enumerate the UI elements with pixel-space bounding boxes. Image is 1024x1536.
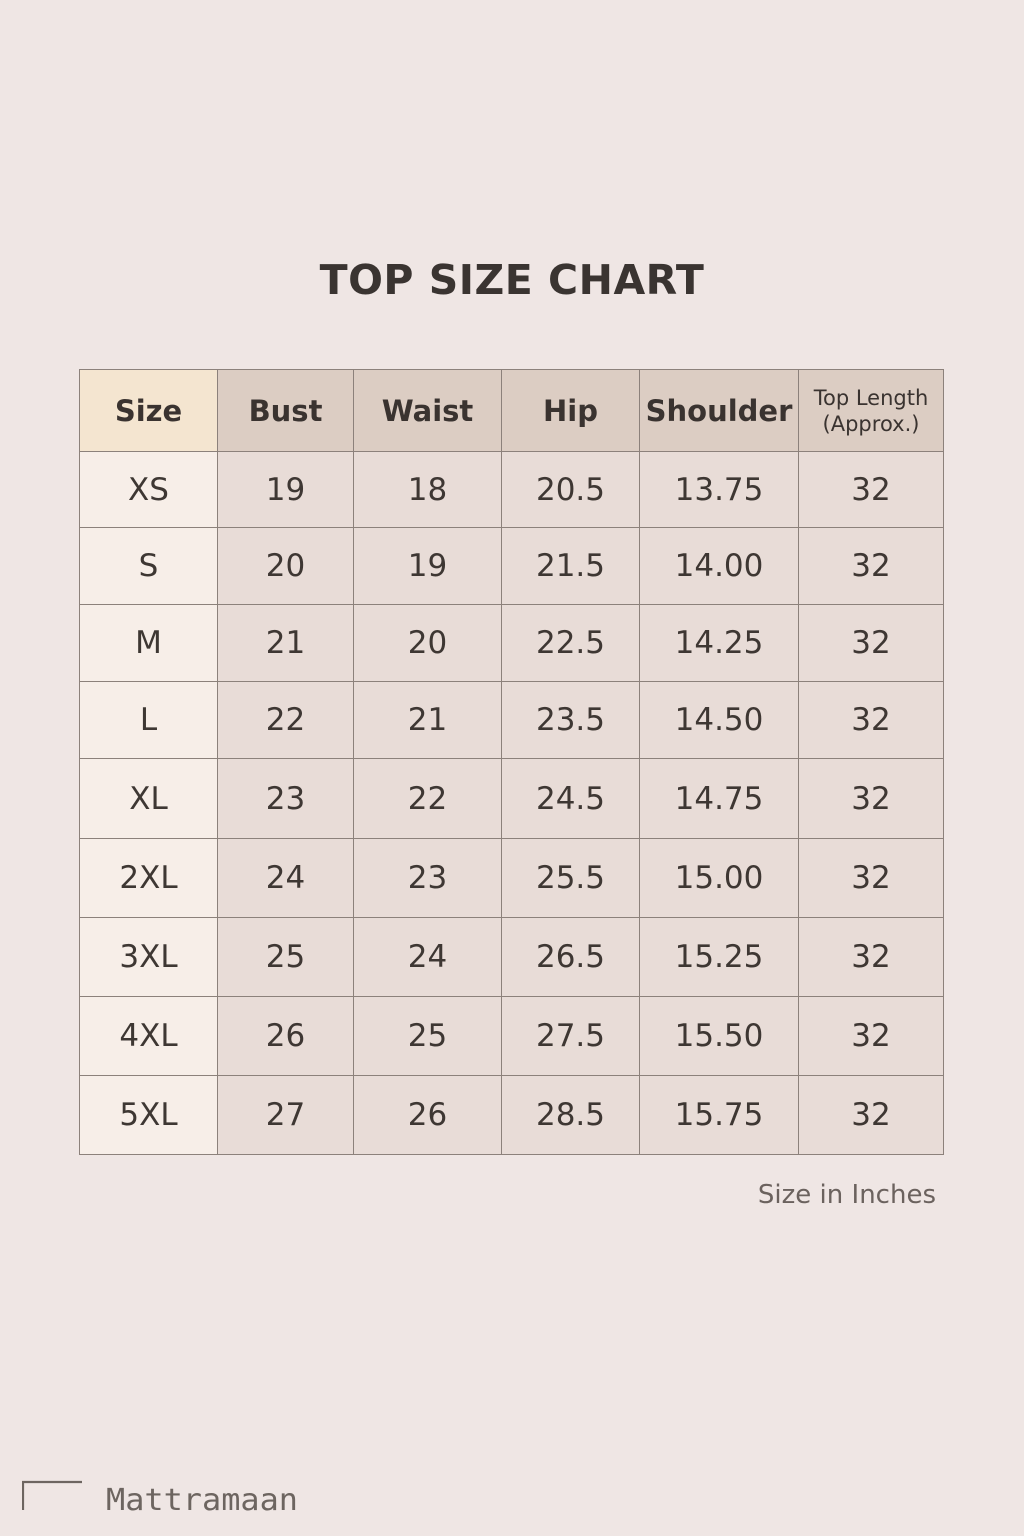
measurement-cell: 22 xyxy=(217,681,354,759)
table-row: XS 19 18 20.5 13.75 32 xyxy=(79,451,944,528)
measurement-cell: 28.5 xyxy=(501,1075,640,1155)
measurement-cell: 25.5 xyxy=(501,838,640,918)
brand-logo: Mattramaan xyxy=(22,1480,298,1514)
measurement-cell: 24.5 xyxy=(501,758,640,839)
measurement-cell: 27 xyxy=(217,1075,354,1155)
table-row: L 22 21 23.5 14.50 32 xyxy=(79,681,944,759)
measurement-cell: 15.50 xyxy=(639,996,799,1076)
measurement-cell: 14.75 xyxy=(639,758,799,839)
measurement-cell: 32 xyxy=(798,527,944,605)
measurement-cell: 32 xyxy=(798,758,944,839)
header-size: Size xyxy=(79,369,218,452)
size-cell: 2XL xyxy=(79,838,218,918)
measurement-cell: 21.5 xyxy=(501,527,640,605)
header-row: Size Bust Waist Hip Shoulder Top Length(… xyxy=(79,369,944,452)
measurement-cell: 15.75 xyxy=(639,1075,799,1155)
measurement-cell: 25 xyxy=(353,996,502,1076)
measurement-cell: 26 xyxy=(217,996,354,1076)
table-row: XL 23 22 24.5 14.75 32 xyxy=(79,758,944,839)
measurement-cell: 23 xyxy=(217,758,354,839)
size-cell: XL xyxy=(79,758,218,839)
size-cell: L xyxy=(79,681,218,759)
header-top-length: Top Length (Approx.) xyxy=(798,369,944,452)
size-table: Size Bust Waist Hip Shoulder Top Length(… xyxy=(79,369,944,1155)
header-top-length-line1: Top Length xyxy=(813,385,929,410)
measurement-cell: 20 xyxy=(353,604,502,682)
measurement-cell: 32 xyxy=(798,917,944,997)
measurement-cell: 14.25 xyxy=(639,604,799,682)
size-cell: S xyxy=(79,527,218,605)
measurement-cell: 21 xyxy=(353,681,502,759)
measurement-cell: 23.5 xyxy=(501,681,640,759)
table-row: 2XL 24 23 25.5 15.00 32 xyxy=(79,838,944,918)
size-cell: 3XL xyxy=(79,917,218,997)
measurement-cell: 32 xyxy=(798,996,944,1076)
measurement-cell: 13.75 xyxy=(639,451,799,528)
measurement-cell: 24 xyxy=(217,838,354,918)
header-shoulder: Shoulder xyxy=(639,369,799,452)
logo-line-icon xyxy=(22,1480,82,1510)
table-row: M 21 20 22.5 14.25 32 xyxy=(79,604,944,682)
table-row: 5XL 27 26 28.5 15.75 32 xyxy=(79,1075,944,1155)
measurement-cell: 20 xyxy=(217,527,354,605)
header-hip: Hip xyxy=(501,369,640,452)
measurement-cell: 32 xyxy=(798,604,944,682)
measurement-cell: 26.5 xyxy=(501,917,640,997)
measurement-cell: 32 xyxy=(798,1075,944,1155)
measurement-cell: 32 xyxy=(798,838,944,918)
measurement-cell: 25 xyxy=(217,917,354,997)
measurement-cell: 32 xyxy=(798,681,944,759)
measurement-cell: 19 xyxy=(353,527,502,605)
measurement-cell: 22.5 xyxy=(501,604,640,682)
header-waist: Waist xyxy=(353,369,502,452)
measurement-cell: 32 xyxy=(798,451,944,528)
unit-note: Size in Inches xyxy=(757,1180,936,1210)
measurement-cell: 21 xyxy=(217,604,354,682)
measurement-cell: 23 xyxy=(353,838,502,918)
measurement-cell: 19 xyxy=(217,451,354,528)
measurement-cell: 18 xyxy=(353,451,502,528)
measurement-cell: 20.5 xyxy=(501,451,640,528)
measurement-cell: 27.5 xyxy=(501,996,640,1076)
table-row: 4XL 26 25 27.5 15.50 32 xyxy=(79,996,944,1076)
table-row: S 20 19 21.5 14.00 32 xyxy=(79,527,944,605)
size-cell: XS xyxy=(79,451,218,528)
header-top-length-line2: (Approx.) xyxy=(822,411,920,436)
measurement-cell: 22 xyxy=(353,758,502,839)
measurement-cell: 15.00 xyxy=(639,838,799,918)
header-bust: Bust xyxy=(217,369,354,452)
chart-title: TOP SIZE CHART xyxy=(319,256,705,304)
measurement-cell: 14.50 xyxy=(639,681,799,759)
measurement-cell: 15.25 xyxy=(639,917,799,997)
brand-name: Mattramaan xyxy=(106,1483,298,1514)
measurement-cell: 24 xyxy=(353,917,502,997)
size-cell: 5XL xyxy=(79,1075,218,1155)
measurement-cell: 26 xyxy=(353,1075,502,1155)
size-cell: M xyxy=(79,604,218,682)
size-cell: 4XL xyxy=(79,996,218,1076)
measurement-cell: 14.00 xyxy=(639,527,799,605)
table-row: 3XL 25 24 26.5 15.25 32 xyxy=(79,917,944,997)
